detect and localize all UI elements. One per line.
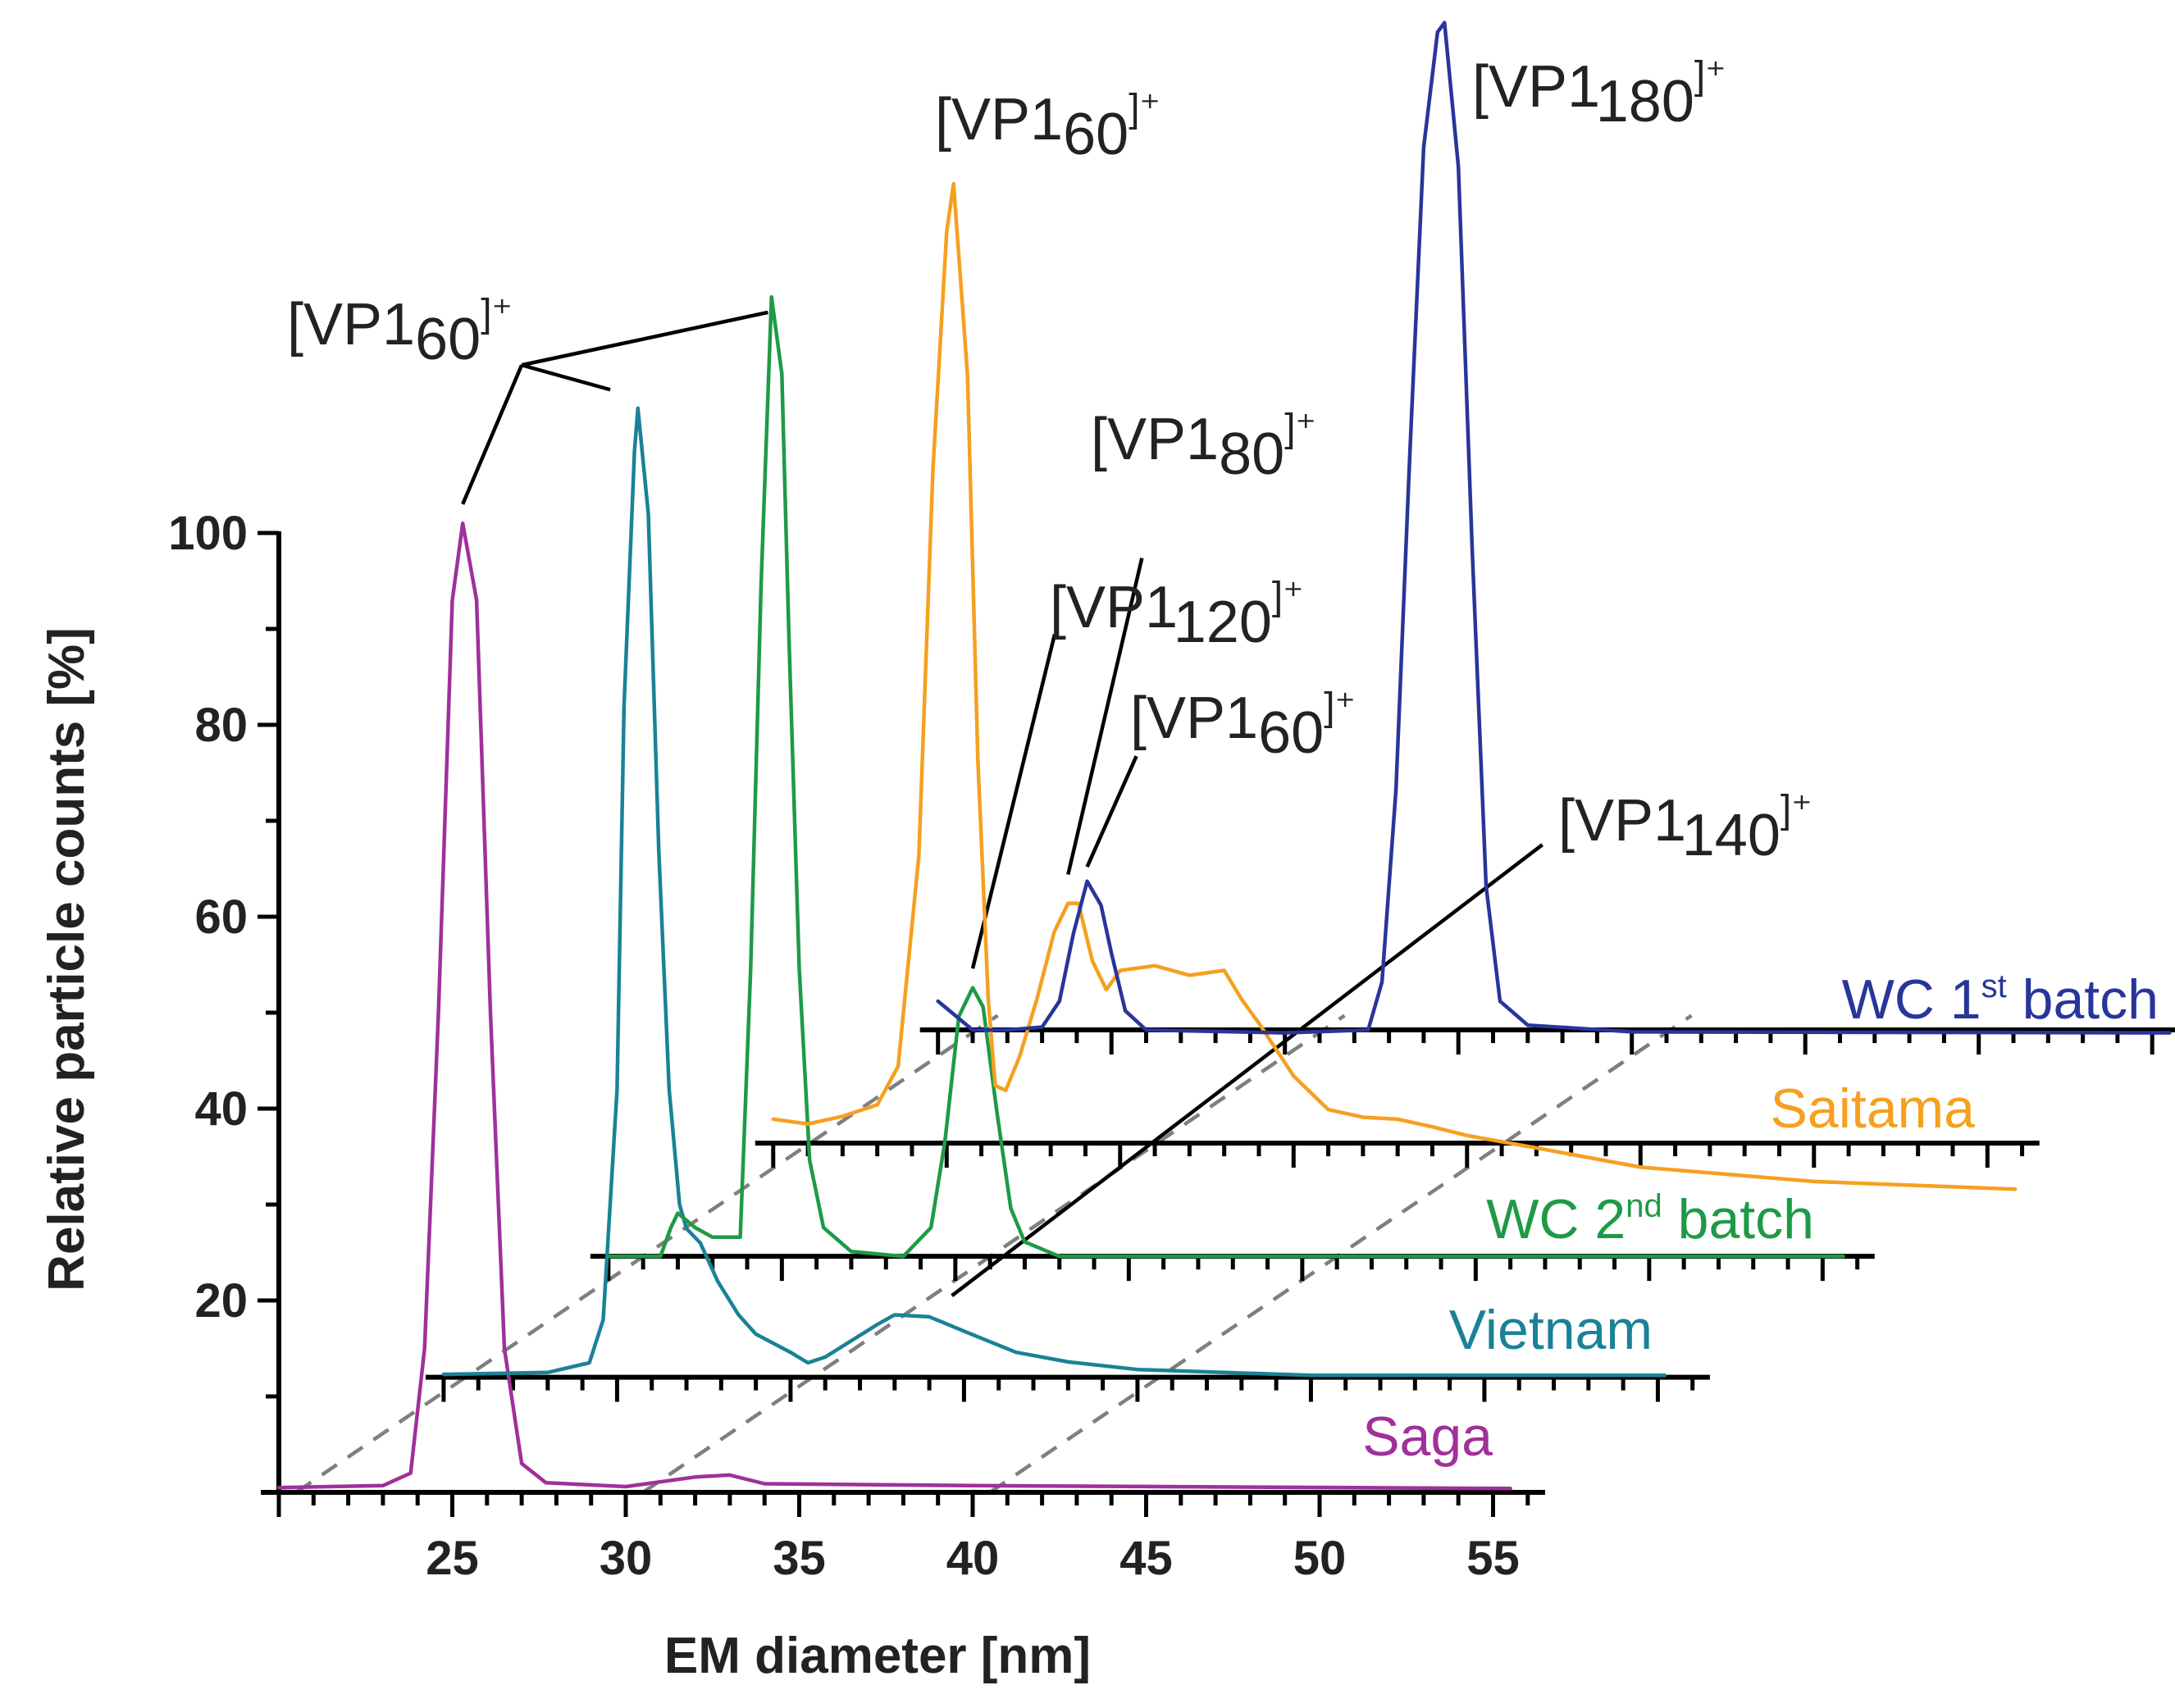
x-tick-label: 40	[946, 1532, 1000, 1585]
annotation-sub: 60	[1063, 102, 1129, 167]
x-tick-label: 45	[1119, 1532, 1173, 1585]
series-label-sup: nd	[1626, 1188, 1662, 1224]
series-line-saitama	[771, 181, 2018, 1191]
annotation-sub: 120	[1174, 590, 1272, 655]
annotation-base: [VP1	[1130, 685, 1258, 751]
annotation-vp1-140: [VP1140]⁺	[1558, 788, 1812, 868]
x-tick-label: 35	[773, 1532, 826, 1585]
annotation-vp1-60-left: [VP160]⁺	[287, 292, 513, 372]
x-tick-label: 30	[600, 1532, 653, 1585]
annotation-base: [VP1	[287, 292, 415, 358]
y-tick-label: 60	[194, 890, 248, 944]
series-label-base: WC 2	[1486, 1188, 1626, 1250]
depth-guide-line	[641, 1013, 1346, 1494]
y-tick-label: 20	[194, 1274, 248, 1328]
y-axis-title: Relative particle counts [%]	[39, 627, 95, 1291]
x-tick-label: 55	[1466, 1532, 1520, 1585]
annotation-vp1-120: [VP1120]⁺	[1050, 575, 1304, 655]
annotation-leader-line	[461, 364, 524, 505]
annotation-leader-line	[1085, 755, 1138, 868]
annotation-sup: ]⁺	[1272, 575, 1304, 618]
series-line-saga	[276, 522, 1512, 1491]
annotation-sup: ]⁺	[1129, 87, 1160, 130]
series-line-wc-2nd-batch	[606, 294, 1845, 1259]
series-label-rest: batch	[2007, 968, 2159, 1031]
series-group	[276, 20, 2172, 1491]
y-tick-label: 40	[194, 1082, 248, 1136]
series-label-saitama: Saitama	[1771, 1077, 1976, 1140]
annotation-sup: ]⁺	[1694, 54, 1726, 98]
series-label-vietnam: Vietnam	[1449, 1299, 1653, 1361]
annotation-sup: ]⁺	[1781, 788, 1812, 831]
annotation-vp1-60-wc1: [VP160]⁺	[1130, 685, 1356, 766]
annotation-vp1-60-saitama: [VP160]⁺	[935, 87, 1160, 167]
series-label-rest: batch	[1662, 1188, 1814, 1250]
x-axis-title: EM diameter [nm]	[664, 1628, 1091, 1684]
y-tick-label: 100	[168, 507, 248, 560]
annotation-sup: ]⁺	[1284, 407, 1316, 450]
annotation-leader-line	[1066, 558, 1144, 876]
series-label-base: WC 1	[1842, 968, 1981, 1031]
series-line-vietnam	[441, 406, 1667, 1378]
annotation-vp1-180: [VP1180]⁺	[1472, 54, 1726, 134]
annotation-base: [VP1	[1091, 407, 1219, 472]
annotation-leader-line	[521, 363, 611, 392]
series-label-saga: Saga	[1362, 1405, 1493, 1468]
annotation-sub: 140	[1682, 803, 1781, 868]
annotation-sup: ]⁺	[481, 292, 513, 335]
depth-guide-line	[294, 1013, 999, 1494]
annotation-leader-line	[521, 310, 768, 367]
annotation-sub: 80	[1219, 421, 1284, 487]
annotation-base: [VP1	[935, 87, 1063, 153]
x-tick-label: 25	[426, 1532, 479, 1585]
annotation-sub: 60	[1258, 700, 1324, 766]
annotation-vp1-80: [VP180]⁺	[1091, 407, 1316, 487]
annotation-base: [VP1	[1050, 575, 1175, 640]
annotation-base: [VP1	[1558, 788, 1684, 854]
series-label-sup: st	[1981, 968, 2007, 1004]
annotation-sub: 60	[415, 307, 481, 372]
annotation-sup: ]⁺	[1324, 685, 1356, 729]
series-label-wc-1st-batch: WC 1st batch	[1842, 968, 2159, 1031]
x-tick-label: 50	[1293, 1532, 1347, 1585]
series-label-wc-2nd-batch: WC 2nd batch	[1486, 1188, 1814, 1250]
y-tick-label: 80	[194, 699, 248, 752]
tick-labels: 20 40 60 80 100 25 30 35 40 45 50 55	[168, 507, 1520, 1585]
series-line-wc-1st-batch	[936, 20, 2172, 1035]
annotation-base: [VP1	[1472, 54, 1598, 120]
depth-guide-lines	[294, 1013, 1693, 1494]
annotation-sub: 180	[1596, 69, 1694, 134]
annotation-leader-line	[951, 843, 1543, 1297]
depth-guide-line	[988, 1013, 1693, 1494]
